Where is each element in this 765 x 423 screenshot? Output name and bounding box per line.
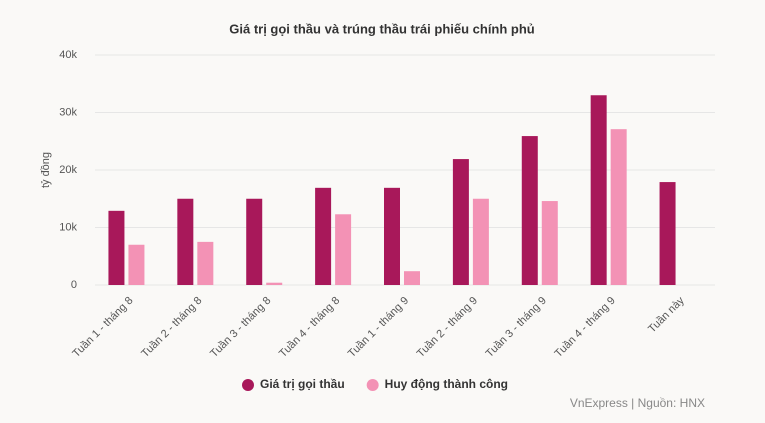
bar <box>384 187 400 285</box>
y-tick-label: 40k <box>59 49 77 61</box>
bar <box>452 159 469 285</box>
bar <box>472 198 489 285</box>
legend-marker <box>366 379 379 391</box>
bar <box>177 198 194 285</box>
bar <box>335 214 352 285</box>
bar <box>128 244 145 285</box>
x-tick-label: Tuần 3 - tháng 8 <box>208 295 273 360</box>
bar <box>541 201 558 285</box>
legend-label: Huy động thành công <box>385 377 508 391</box>
x-tick-label: Tuần 1 - tháng 9 <box>346 295 411 360</box>
y-axis-label: tỷ đồng <box>40 152 52 188</box>
bar <box>590 95 607 285</box>
legend-marker <box>242 379 254 391</box>
bar <box>246 198 263 285</box>
bar <box>315 187 332 285</box>
x-tick-label: Tuần này <box>646 294 687 335</box>
chart-title: Giá trị gọi thầu và trúng thầu trái phiế… <box>229 21 535 36</box>
bar <box>108 210 125 285</box>
y-tick-label: 20k <box>59 164 77 176</box>
y-tick-label: 30k <box>59 106 77 118</box>
bar <box>521 136 538 285</box>
bar <box>197 241 214 285</box>
bar <box>659 182 676 285</box>
x-tick-label: Tuần 3 - tháng 9 <box>484 295 549 360</box>
x-tick-label: Tuần 1 - tháng 8 <box>70 295 135 360</box>
x-tick-label: Tuần 2 - tháng 9 <box>415 295 480 360</box>
bar <box>404 271 420 285</box>
source: VnExpress | Nguồn: HNX <box>570 396 705 410</box>
y-tick-label: 10k <box>59 221 77 233</box>
x-tick-label: Tuần 4 - tháng 9 <box>553 295 618 360</box>
y-tick-label: 0 <box>71 279 77 291</box>
bar <box>266 282 283 285</box>
legend-label: Giá trị gọi thầu <box>260 377 345 391</box>
x-tick-label: Tuần 4 - tháng 8 <box>277 295 342 360</box>
x-tick-label: Tuần 2 - tháng 8 <box>139 295 204 360</box>
bar <box>610 129 627 285</box>
